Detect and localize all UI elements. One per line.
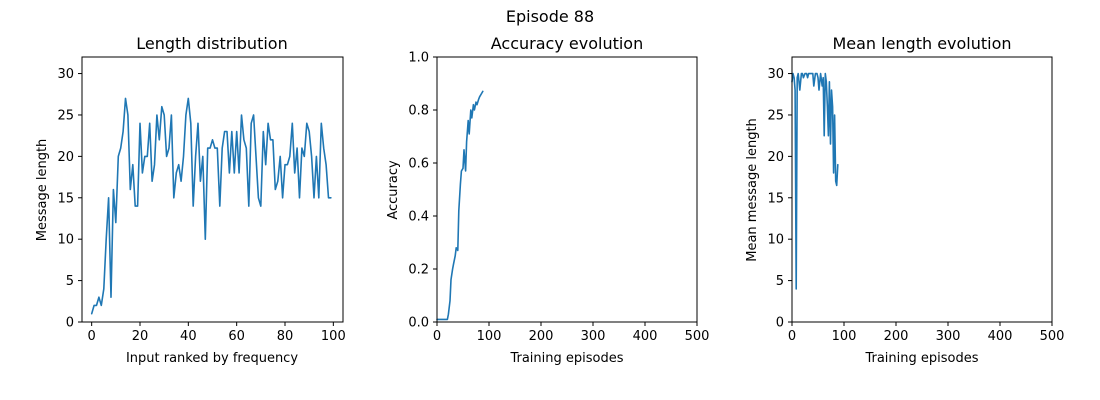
length-distribution-y-tick-label: 25 [57,108,74,123]
accuracy-evolution-x-tick-label: 0 [433,329,441,344]
length-distribution-x-tick-label: 20 [132,329,149,344]
accuracy-evolution-xlabel: Training episodes [509,351,623,366]
length-distribution-y-tick-label: 15 [57,191,74,206]
mean-length-evolution-y-tick-label: 5 [776,274,784,289]
accuracy-evolution-y-tick-label: 0.0 [408,316,429,331]
length-distribution-series-line [90,97,332,315]
accuracy-evolution-y-tick-label: 0.2 [408,263,429,278]
mean-length-evolution-xlabel: Training episodes [864,351,978,366]
figure-suptitle: Episode 88 [506,7,594,26]
mean-length-evolution-y-tick-label: 15 [767,191,784,206]
mean-length-evolution-x-tick-label: 100 [832,329,857,344]
length-distribution-title: Length distribution [136,34,287,53]
accuracy-evolution-x-tick-label: 200 [529,329,554,344]
accuracy-evolution-y-tick-label: 0.8 [408,104,429,119]
accuracy-evolution-plot-frame [436,56,698,323]
accuracy-evolution-y-tick-label: 1.0 [408,51,429,66]
length-distribution-panel: Length distribution Input ranked by freq… [35,34,346,366]
length-distribution-y-tick-label: 20 [57,150,74,165]
mean-length-evolution-series-line [791,72,839,290]
accuracy-evolution-y-tick-label: 0.4 [408,210,429,225]
mean-length-evolution-plot-frame [791,56,1053,323]
mean-length-evolution-y-tick-label: 10 [767,233,784,248]
length-distribution-plot-frame [81,56,344,323]
mean-length-evolution-x-tick-label: 200 [884,329,909,344]
length-distribution-ylabel: Message length [35,139,50,242]
accuracy-evolution-y-tick-label: 0.6 [408,157,429,172]
mean-length-evolution-ylabel: Mean message length [745,118,760,262]
length-distribution-x-tick-label: 100 [321,329,346,344]
mean-length-evolution-panel: Mean length evolution Training episodes … [745,34,1064,366]
length-distribution-y-tick-label: 0 [66,316,74,331]
length-distribution-x-tick-label: 0 [88,329,96,344]
mean-length-evolution-x-tick-label: 500 [1040,329,1065,344]
accuracy-evolution-title: Accuracy evolution [491,34,643,53]
accuracy-evolution-x-tick-label: 300 [581,329,606,344]
accuracy-evolution-panel: Accuracy evolution Training episodes Acc… [386,34,709,366]
mean-length-evolution-x-tick-label: 400 [988,329,1013,344]
accuracy-evolution-x-tick-label: 100 [477,329,502,344]
length-distribution-x-tick-label: 80 [277,329,294,344]
length-distribution-xlabel: Input ranked by frequency [126,351,298,366]
accuracy-evolution-x-tick-label: 400 [633,329,658,344]
mean-length-evolution-y-tick-label: 0 [776,316,784,331]
accuracy-evolution-series-line [436,90,484,321]
length-distribution-x-tick-label: 60 [228,329,245,344]
mean-length-evolution-title: Mean length evolution [832,34,1011,53]
length-distribution-y-tick-label: 10 [57,233,74,248]
mean-length-evolution-y-tick-label: 30 [767,67,784,82]
mean-length-evolution-y-tick-label: 25 [767,108,784,123]
accuracy-evolution-x-tick-label: 500 [685,329,710,344]
length-distribution-x-tick-label: 40 [180,329,197,344]
mean-length-evolution-y-tick-label: 20 [767,150,784,165]
accuracy-evolution-ylabel: Accuracy [386,160,401,220]
length-distribution-y-tick-label: 5 [66,274,74,289]
mean-length-evolution-x-tick-label: 0 [788,329,796,344]
length-distribution-y-tick-label: 30 [57,67,74,82]
mean-length-evolution-x-tick-label: 300 [936,329,961,344]
